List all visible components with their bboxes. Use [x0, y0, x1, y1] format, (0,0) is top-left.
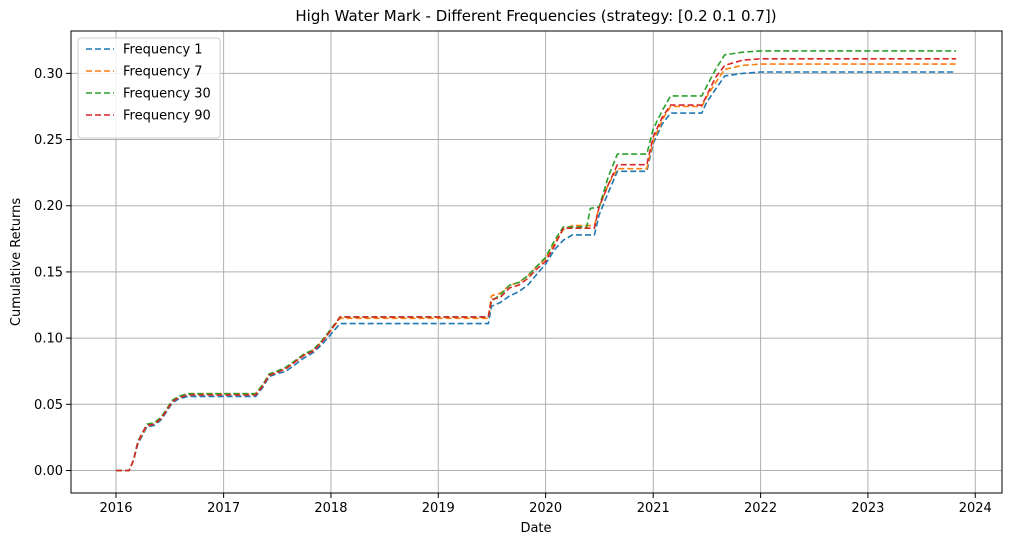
- x-tick-label: 2024: [959, 501, 992, 516]
- x-tick-label: 2019: [422, 501, 455, 516]
- y-axis-label: Cumulative Returns: [9, 198, 24, 326]
- x-axis-label: Date: [520, 521, 551, 536]
- x-tick-label: 2016: [99, 501, 132, 516]
- legend-box: [77, 37, 221, 139]
- grid-lines: [71, 31, 1002, 493]
- chart-title: High Water Mark - Different Frequencies …: [295, 7, 776, 25]
- x-tick-label: 2023: [851, 501, 884, 516]
- x-tick-label: 2021: [637, 501, 670, 516]
- series-line: [116, 50, 957, 472]
- y-tick-label: 0.10: [34, 332, 63, 347]
- y-tick-label: 0.05: [34, 398, 63, 413]
- x-tick-label: 2017: [207, 501, 240, 516]
- x-axis-ticks: 2016 2017 2018 2019 2020 2021 2022 2023 2024: [99, 493, 992, 516]
- legend-entry: Frequency 90: [123, 109, 211, 124]
- series-line: [116, 71, 957, 472]
- y-tick-label: 0.00: [34, 464, 63, 479]
- y-tick-label: 0.25: [34, 133, 63, 148]
- legend-entry: Frequency 30: [123, 87, 211, 102]
- legend-entry: Frequency 1: [123, 43, 203, 58]
- y-axis-ticks: 0.00 0.05 0.10 0.15 0.20 0.25 0.30: [34, 67, 71, 479]
- x-tick-label: 2022: [744, 501, 777, 516]
- y-tick-label: 0.15: [34, 265, 63, 280]
- legend-entry: Frequency 7: [123, 65, 203, 80]
- legend: Frequency 1 Frequency 7 Frequency 30 Freque…: [77, 37, 221, 139]
- y-tick-label: 0.30: [34, 67, 63, 82]
- series-line: [116, 57, 957, 472]
- x-tick-label: 2020: [529, 501, 562, 516]
- plot-frame: [70, 30, 1003, 494]
- y-tick-label: 0.20: [34, 199, 63, 214]
- series-lines: [116, 50, 957, 472]
- x-tick-label: 2018: [314, 501, 347, 516]
